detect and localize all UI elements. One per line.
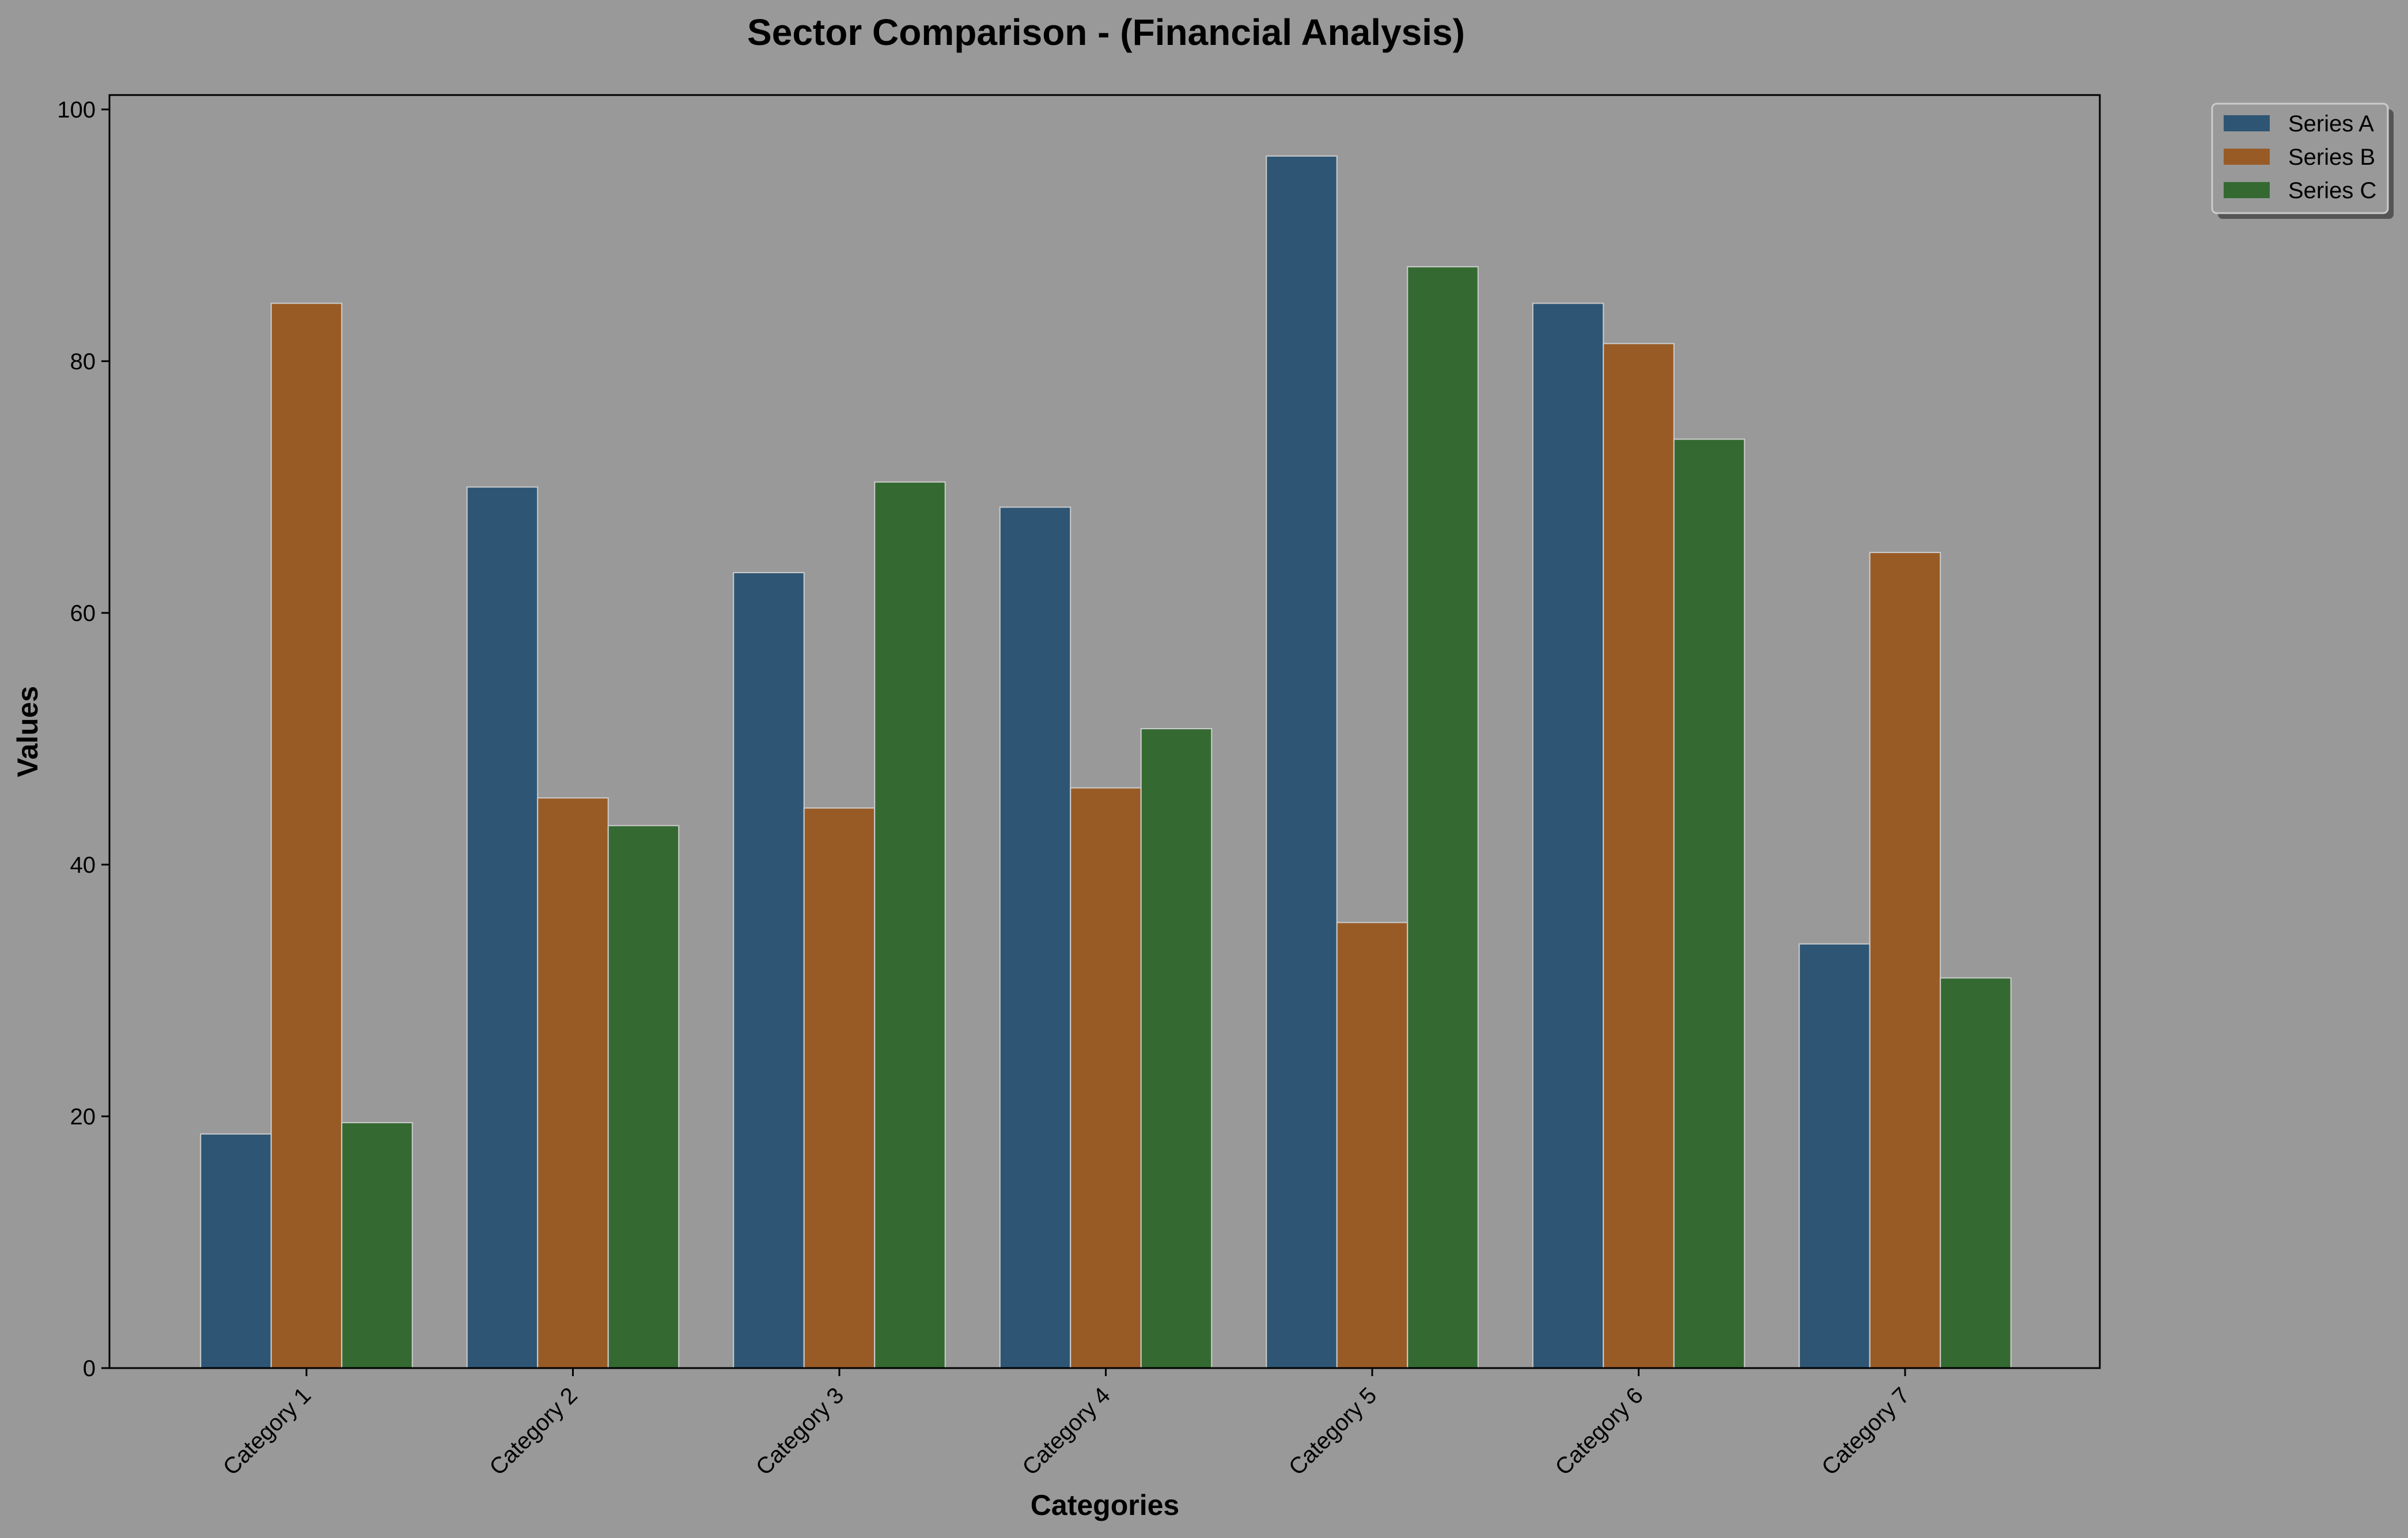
legend-swatch (2224, 182, 2270, 198)
bar-series-a-category-2 (466, 486, 539, 1369)
bar-series-a-category-1 (200, 1133, 272, 1369)
bar-series-c-category-7 (1940, 977, 2012, 1369)
x-tick-label: Category 4 (1017, 1382, 1115, 1480)
bar-series-b-category-6 (1603, 343, 1675, 1369)
bar-series-c-category-2 (607, 825, 680, 1369)
bar-series-c-category-1 (341, 1122, 413, 1369)
legend-swatch (2224, 115, 2270, 131)
bar-series-b-category-5 (1336, 922, 1409, 1369)
x-tick-label: Category 3 (751, 1382, 849, 1480)
bar-series-b-category-4 (1070, 787, 1142, 1369)
plot-frame (108, 94, 2101, 1369)
bar-series-b-category-2 (537, 797, 609, 1369)
bar-series-c-category-6 (1673, 438, 1746, 1369)
bar-series-c-category-4 (1140, 728, 1213, 1369)
y-axis: 0 20 40 60 80 100 (57, 97, 109, 1381)
bar-series-a-category-6 (1532, 302, 1604, 1369)
y-tick-label: 0 (83, 1356, 96, 1381)
x-axis-label: Categories (1031, 1489, 1179, 1521)
y-tick-label: 40 (70, 853, 96, 878)
legend-label: Series B (2288, 145, 2375, 170)
y-tick-label: 80 (70, 349, 96, 374)
y-tick-label: 20 (70, 1104, 96, 1130)
bar-series-b-category-7 (1869, 552, 1941, 1369)
x-tick-label: Category 7 (1817, 1382, 1914, 1480)
bar-series-c-category-3 (874, 481, 946, 1369)
bar-series-a-category-7 (1799, 943, 1871, 1369)
bar-series-c-category-5 (1407, 266, 1479, 1369)
bar-series-b-category-3 (803, 807, 876, 1369)
chart-title: Sector Comparison - (Financial Analysis) (747, 12, 1465, 53)
y-tick-label: 100 (57, 97, 96, 123)
y-tick-label: 60 (70, 601, 96, 626)
y-axis-label: Values (12, 686, 44, 777)
legend-label: Series C (2288, 178, 2376, 203)
x-tick-label: Category 1 (218, 1382, 316, 1480)
bar-series-a-category-3 (733, 572, 805, 1369)
x-tick-label: Category 5 (1284, 1382, 1381, 1480)
x-axis: Category 1 Category 2 Category 3 Category 4… (218, 1368, 1914, 1480)
legend: Series A Series B Series C (2211, 103, 2394, 219)
bars-layer (200, 155, 2012, 1369)
bar-series-a-category-5 (1266, 155, 1338, 1369)
x-tick-label: Category 6 (1550, 1382, 1648, 1480)
legend-label: Series A (2288, 111, 2374, 137)
legend-items: Series A Series B Series C (2224, 111, 2376, 203)
legend-swatch (2224, 149, 2270, 165)
x-tick-label: Category 2 (484, 1382, 582, 1480)
bar-series-a-category-4 (999, 506, 1072, 1369)
bar-series-b-category-1 (270, 302, 343, 1369)
